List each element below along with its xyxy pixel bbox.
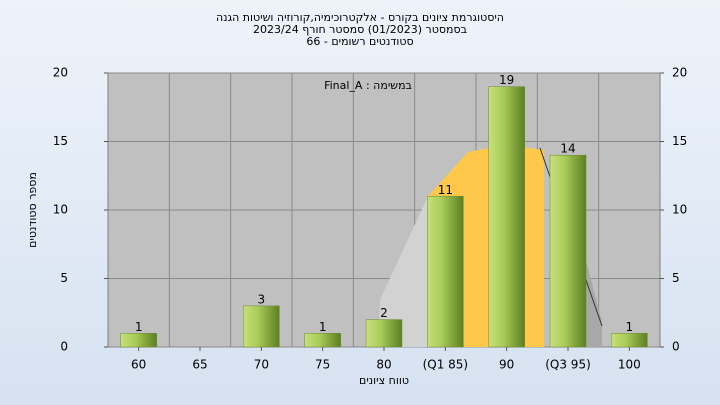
- x-axis-label: טווח ציונים: [359, 374, 409, 387]
- y-tick-label: 0: [60, 340, 68, 354]
- bar: [427, 196, 464, 348]
- x-tick-label: 75: [315, 358, 330, 372]
- x-tick-label: (Q1 85): [423, 358, 469, 372]
- y-tick-label: 10: [53, 203, 68, 217]
- data-label: 3: [258, 292, 266, 306]
- chart-subtitle: בסמסטר (01/2023) סמסטר חורף 2023/24: [253, 23, 467, 36]
- x-tick-label: 80: [376, 358, 391, 372]
- chart-subtitle: סטודנטים רשומים - 66: [306, 35, 413, 48]
- y-axis-label: מספר סטודנטים: [26, 172, 39, 248]
- x-tick-label: 90: [499, 358, 514, 372]
- data-label: 2: [380, 306, 388, 320]
- y2-tick-label: 10: [672, 203, 687, 217]
- y-tick-label: 20: [53, 66, 68, 80]
- y2-tick-label: 0: [672, 340, 680, 354]
- data-label: 1: [626, 320, 634, 334]
- x-tick-label: 60: [131, 358, 146, 372]
- data-label: 1: [319, 320, 327, 334]
- y2-tick-label: 15: [672, 134, 687, 148]
- x-tick-label: 100: [618, 358, 641, 372]
- shade-area: [378, 196, 428, 347]
- x-tick-label: (Q3 95): [545, 358, 591, 372]
- bar: [488, 86, 525, 348]
- annotation: Final_A : במשימה: [324, 79, 412, 92]
- bar: [365, 319, 403, 348]
- chart-title: היסטוגרמת ציונים בקורס - אלקטרוכימיה,קור…: [216, 11, 504, 24]
- bar: [549, 154, 587, 348]
- data-label: 19: [499, 73, 514, 87]
- x-tick-label: 70: [254, 358, 269, 372]
- bar: [304, 333, 341, 348]
- data-label: 1: [135, 320, 143, 334]
- y2-tick-label: 20: [672, 66, 687, 80]
- data-label: 14: [560, 142, 575, 156]
- x-tick-label: 65: [192, 358, 207, 372]
- bar: [120, 333, 157, 348]
- y-tick-label: 5: [60, 271, 68, 285]
- y2-tick-label: 5: [672, 271, 680, 285]
- data-label: 11: [438, 183, 453, 197]
- bar: [243, 305, 280, 348]
- y-tick-label: 15: [53, 134, 68, 148]
- bar: [611, 333, 648, 348]
